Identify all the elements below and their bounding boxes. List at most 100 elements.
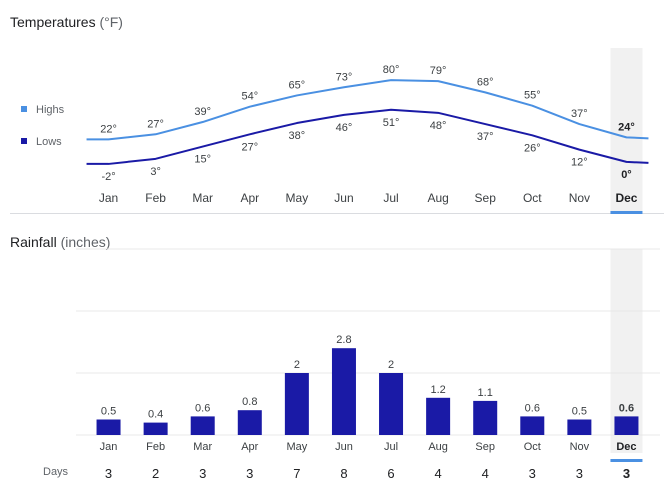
temperature-title-text: Temperatures <box>10 14 96 30</box>
high-label-jun: 73° <box>336 71 353 83</box>
low-label-sep: 37° <box>477 131 494 143</box>
high-label-feb: 27° <box>147 118 164 130</box>
temperature-legend: Highs Lows <box>21 104 65 148</box>
rain-month-label-dec: Dec <box>616 441 636 453</box>
rain-month-label-jun: Jun <box>335 441 353 453</box>
days-value-jun: 8 <box>340 466 347 481</box>
rain-value-feb: 0.4 <box>148 409 163 421</box>
highs-line <box>86 79 649 141</box>
days-value-apr: 3 <box>246 466 253 481</box>
days-label: Days <box>43 466 69 478</box>
rain-bar-sep <box>473 400 498 435</box>
month-label-may[interactable]: May <box>286 191 309 205</box>
rain-value-nov: 0.5 <box>572 406 587 418</box>
days-value-may: 7 <box>293 466 300 481</box>
rain-month-label-feb: Feb <box>146 441 165 453</box>
days-value-jan: 3 <box>105 466 112 481</box>
low-label-feb: 3° <box>150 166 161 178</box>
low-label-nov: 12° <box>571 157 588 169</box>
rain-value-oct: 0.6 <box>525 402 540 414</box>
high-label-jul: 80° <box>383 64 400 76</box>
rain-month-label-jan: Jan <box>100 441 118 453</box>
high-label-sep: 68° <box>477 76 494 88</box>
high-label-apr: 54° <box>241 91 258 103</box>
month-label-sep[interactable]: Sep <box>475 191 497 205</box>
days-value-feb: 2 <box>152 466 159 481</box>
high-label-aug: 79° <box>430 65 447 77</box>
rainfall-title: Rainfall (inches) <box>10 234 110 250</box>
days-value-dec: 3 <box>623 466 630 481</box>
low-label-oct: 26° <box>524 142 541 154</box>
rain-value-jan: 0.5 <box>101 406 116 418</box>
rain-value-jul: 2 <box>388 359 394 371</box>
rain-bar-dec <box>614 416 639 435</box>
low-label-jun: 46° <box>336 122 353 134</box>
days-value-sep: 4 <box>482 466 489 481</box>
month-label-jun[interactable]: Jun <box>334 191 353 205</box>
rainfall-gridlines <box>76 248 660 436</box>
rain-value-apr: 0.8 <box>242 396 257 408</box>
month-label-jul[interactable]: Jul <box>383 191 398 205</box>
section-divider <box>10 213 664 214</box>
selected-month-band-temperature <box>610 48 643 214</box>
rain-month-label-aug: Aug <box>428 441 448 453</box>
rain-value-aug: 1.2 <box>430 384 445 396</box>
days-value-mar: 3 <box>199 466 206 481</box>
month-label-mar[interactable]: Mar <box>192 191 213 205</box>
rain-value-dec: 0.6 <box>619 402 634 414</box>
selected-underline-temperature <box>610 211 643 214</box>
month-label-jan[interactable]: Jan <box>99 191 118 205</box>
high-label-dec: 24° <box>618 121 635 133</box>
temperature-title: Temperatures (°F) <box>10 14 123 30</box>
days-value-aug: 4 <box>435 466 442 481</box>
legend-highs-label: Highs <box>36 104 65 116</box>
month-label-oct[interactable]: Oct <box>523 191 542 205</box>
rain-month-label-jul: Jul <box>384 441 398 453</box>
rain-month-label-nov: Nov <box>570 441 590 453</box>
rain-bar-jul <box>379 373 404 435</box>
rain-value-jun: 2.8 <box>336 334 351 346</box>
legend-lows-swatch <box>21 138 27 144</box>
temperature-lines: 22° 27° 39° 54° 65° 73° 80° 79° 68° 55° 37° 24° -2° 3… <box>86 64 649 183</box>
month-label-nov[interactable]: Nov <box>569 191 590 205</box>
selected-underline-rainfall <box>610 459 643 462</box>
lows-line <box>86 108 649 165</box>
low-label-aug: 48° <box>430 120 447 132</box>
rain-bar-feb <box>143 422 168 435</box>
low-label-apr: 27° <box>241 141 258 153</box>
month-label-feb[interactable]: Feb <box>145 191 166 205</box>
high-label-nov: 37° <box>571 108 588 120</box>
rainfall-unit: (inches) <box>60 234 111 250</box>
rain-month-label-mar: Mar <box>193 441 212 453</box>
rainfall-bars: 0.5 0.4 0.6 0.8 2 2.8 2 1.2 1.1 0.6 0.5 0.6 <box>96 334 639 435</box>
rain-month-label-apr: Apr <box>241 441 258 453</box>
month-columns: Jan Jan 3 Feb Feb 2 Mar Mar 3 Apr Apr 3 May May 7 Jun Ju… <box>99 191 643 481</box>
rain-bar-jan <box>96 419 121 435</box>
month-label-apr[interactable]: Apr <box>240 191 259 205</box>
rainfall-title-text: Rainfall <box>10 234 57 250</box>
rain-value-sep: 1.1 <box>478 387 493 399</box>
days-value-nov: 3 <box>576 466 583 481</box>
month-label-dec[interactable]: Dec <box>615 191 637 205</box>
rain-month-label-may: May <box>286 441 307 453</box>
low-label-dec: 0° <box>621 169 632 181</box>
rain-bar-nov <box>567 419 592 435</box>
low-label-jul: 51° <box>383 117 400 129</box>
high-label-mar: 39° <box>194 106 211 118</box>
days-value-oct: 3 <box>529 466 536 481</box>
month-label-aug[interactable]: Aug <box>427 191 448 205</box>
high-label-jan: 22° <box>100 123 117 135</box>
temperature-unit: (°F) <box>99 14 123 30</box>
rain-month-label-sep: Sep <box>475 441 495 453</box>
low-label-jan: -2° <box>101 171 115 183</box>
rain-bar-jun <box>331 348 356 435</box>
legend-lows-label: Lows <box>36 136 62 148</box>
rain-month-label-oct: Oct <box>524 441 541 453</box>
high-label-oct: 55° <box>524 90 541 102</box>
legend-highs-swatch <box>21 106 27 112</box>
low-label-may: 38° <box>289 130 306 142</box>
rain-bar-apr <box>237 410 262 435</box>
days-value-jul: 6 <box>387 466 394 481</box>
rain-bar-mar <box>190 416 215 435</box>
